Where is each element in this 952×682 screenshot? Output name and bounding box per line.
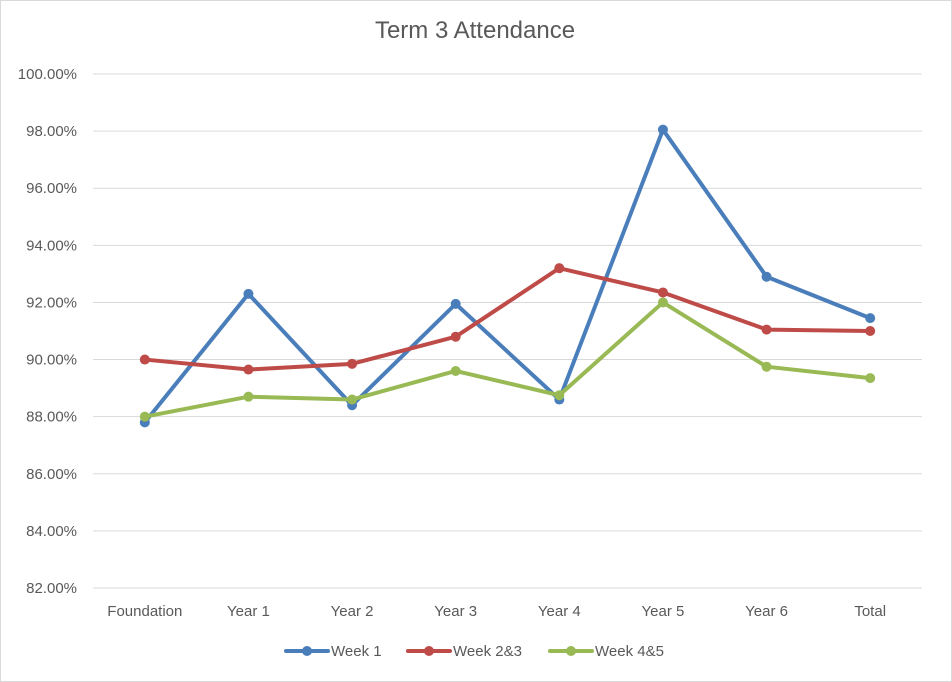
data-point bbox=[243, 391, 254, 402]
data-point bbox=[761, 361, 772, 372]
data-point bbox=[761, 271, 772, 282]
y-tick-label: 84.00% bbox=[26, 523, 77, 540]
x-tick-label: Year 1 bbox=[227, 603, 270, 620]
data-point bbox=[657, 297, 668, 308]
series-line bbox=[142, 127, 873, 425]
data-point bbox=[865, 313, 876, 324]
legend-item: Week 4&5 bbox=[548, 643, 664, 660]
series-lines bbox=[139, 124, 876, 428]
x-tick-label: Total bbox=[854, 603, 886, 620]
legend: Week 1 Week 2&3 Week 4&5 bbox=[284, 643, 664, 660]
x-tick-label: Foundation bbox=[107, 603, 182, 620]
legend-label: Week 4&5 bbox=[595, 643, 664, 660]
data-point bbox=[243, 288, 254, 299]
series-week-4-5 bbox=[139, 297, 876, 422]
y-tick-label: 86.00% bbox=[26, 466, 77, 483]
data-point bbox=[554, 263, 565, 274]
legend-label: Week 1 bbox=[331, 643, 382, 660]
data-point bbox=[865, 373, 876, 384]
legend-label: Week 2&3 bbox=[453, 643, 522, 660]
y-axis-ticks: 82.00% 84.00% 86.00% 88.00% 90.00% 92.00% 94.0… bbox=[18, 66, 77, 597]
y-tick-label: 88.00% bbox=[26, 409, 77, 426]
data-point bbox=[865, 326, 876, 336]
x-tick-label: Year 6 bbox=[745, 603, 788, 620]
data-point bbox=[450, 298, 461, 309]
chart-title: Term 3 Attendance bbox=[374, 17, 576, 44]
y-tick-label: 100.00% bbox=[18, 66, 77, 83]
x-tick-label: Year 5 bbox=[642, 603, 685, 620]
x-tick-label: Year 4 bbox=[538, 603, 581, 620]
data-point bbox=[139, 354, 150, 365]
legend-swatch-marker bbox=[302, 646, 312, 656]
y-tick-label: 82.00% bbox=[26, 580, 77, 597]
legend-item: Week 2&3 bbox=[406, 643, 522, 660]
y-tick-label: 94.00% bbox=[26, 237, 77, 254]
data-point bbox=[657, 287, 668, 298]
legend-item: Week 1 bbox=[284, 643, 382, 660]
y-tick-label: 90.00% bbox=[26, 352, 77, 369]
x-axis-ticks: Foundation Year 1 Year 2 Year 3 Year 4 Year 5… bbox=[107, 603, 886, 620]
y-tick-label: 92.00% bbox=[26, 294, 77, 311]
y-tick-label: 96.00% bbox=[26, 180, 77, 197]
data-point bbox=[554, 390, 565, 401]
data-point bbox=[347, 358, 358, 369]
series-line bbox=[142, 266, 873, 372]
series-line bbox=[142, 300, 873, 419]
series-week-2-3 bbox=[139, 263, 876, 375]
data-point bbox=[139, 411, 150, 422]
legend-swatch-marker bbox=[424, 646, 434, 656]
data-point bbox=[243, 364, 254, 375]
data-point bbox=[761, 324, 772, 335]
x-tick-label: Year 3 bbox=[434, 603, 477, 620]
data-point bbox=[347, 394, 358, 405]
y-tick-label: 98.00% bbox=[26, 123, 77, 140]
data-point bbox=[450, 331, 461, 342]
x-tick-label: Year 2 bbox=[331, 603, 374, 620]
data-point bbox=[657, 124, 668, 135]
legend-swatch-marker bbox=[566, 646, 576, 656]
series-week-1 bbox=[139, 124, 876, 428]
data-point bbox=[450, 365, 461, 376]
